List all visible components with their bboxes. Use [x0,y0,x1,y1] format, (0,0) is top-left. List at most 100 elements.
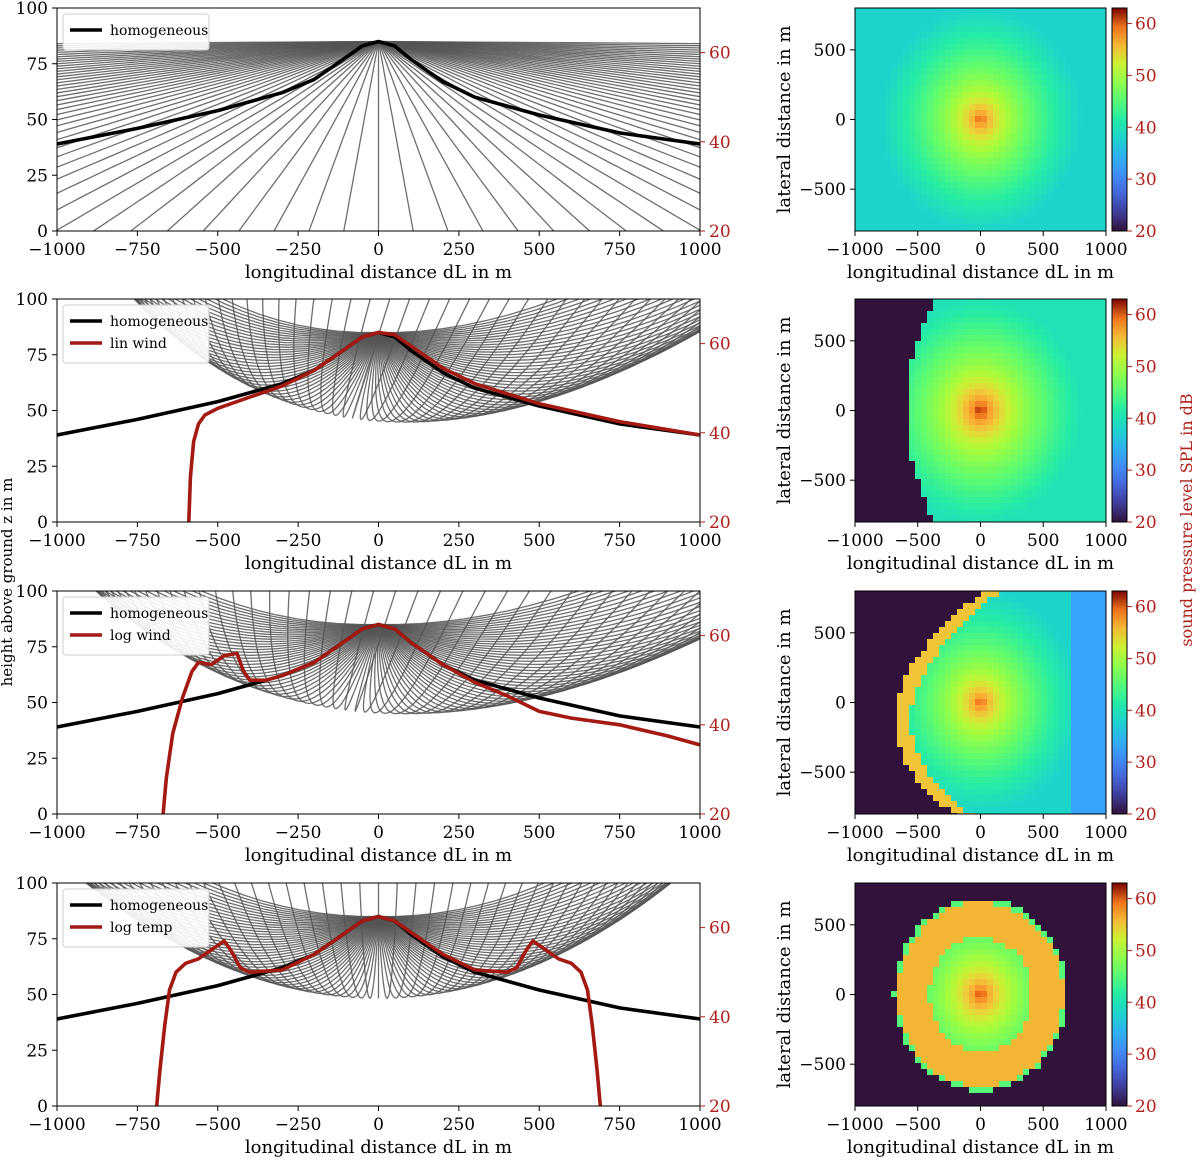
heatmap-cell [1071,212,1078,219]
heatmap-cell [993,86,1000,93]
ray-path [137,299,379,353]
heatmap-cell [939,146,946,153]
heatmap-cell [891,485,898,492]
heatmap-cell [891,212,898,219]
heatmap-cell [1053,449,1060,456]
legend-box [62,13,210,51]
heatmap-cell [933,50,940,57]
heatmap-cell [1059,164,1066,171]
heatmap-cell [891,479,898,486]
heatmap-cell [981,807,988,814]
heatmap-cell [885,407,892,414]
heatmap-cell [1017,32,1024,39]
heatmap-cell [903,741,910,748]
ray-path [57,40,379,78]
heatmap-cell [1077,377,1084,384]
heatmap-cell [867,777,874,784]
heatmap-cell [1089,38,1096,45]
heatmap-cell [1053,413,1060,420]
heatmap-cell [1089,467,1096,474]
heatmap-cell [1059,116,1066,123]
heatmap-cell [1041,621,1048,628]
heatmap-cell [1053,170,1060,177]
heatmap-cell [969,341,976,348]
heatmap-cell [933,473,940,480]
heatmap-cell [1011,335,1018,342]
heatmap-cell [975,104,982,111]
heatmap-cell [897,389,904,396]
heatmap-cell [1059,62,1066,69]
heatmap-cell [963,771,970,778]
heatmap-cell [963,747,970,754]
heatmap-cell [855,218,862,225]
heatmap-cell [975,176,982,183]
heatmap-cell [1101,455,1107,462]
heatmap-cell [987,26,994,33]
heatmap-cell [1023,639,1030,646]
heatmap-cell [915,591,922,598]
heatmap-cell [933,699,940,706]
heatmap-cell [933,110,940,117]
heatmap-cell [1053,461,1060,468]
heatmap-cell [885,753,892,760]
heatmap-cell [921,783,928,790]
heatmap-cell [909,116,916,123]
heatmap-cell [1005,729,1012,736]
heatmap-cell [873,32,880,39]
heatmap-cell [927,675,934,682]
y-tick-label: 50 [26,111,48,131]
heatmap-cell [1089,329,1096,336]
heatmap-cell [1071,341,1078,348]
ray-path [57,40,379,72]
heatmap-cell [939,323,946,330]
heatmap-cell [951,8,958,15]
heatmap-cell [993,431,1000,438]
series-log-temp [154,914,603,1107]
heatmap-cell [957,146,964,153]
heatmap-cell [921,795,928,802]
heatmap-cell [1071,218,1078,225]
heatmap-cell [879,200,886,207]
heatmap-cell [1041,437,1048,444]
heatmap-cell [993,753,1000,760]
heatmap-cell [915,795,922,802]
heatmap-cell [879,116,886,123]
heatmap-cell [1017,128,1024,135]
heatmap-cell [921,431,928,438]
heatmap-cell [945,723,952,730]
heatmap-cell [1101,200,1107,207]
heatmap-cells [855,591,1107,815]
heatmap-cell [1017,603,1024,610]
heatmap-cell [897,609,904,616]
heatmap-cell [915,497,922,504]
heatmap-cell [951,176,958,183]
heatmap-cell [1023,723,1030,730]
heatmap-cell [879,437,886,444]
heatmap-cell [1017,699,1024,706]
heatmap-cell [1041,485,1048,492]
ray-path [378,623,700,672]
heatmap-cell [1059,497,1066,504]
heatmap-cell [891,146,898,153]
heatmap-cell [915,693,922,700]
heatmap-cell [1095,353,1102,360]
ray-path [378,623,700,663]
heatmap-cell [885,717,892,724]
heatmap-cell [1065,341,1072,348]
heatmap-cell [1017,389,1024,396]
heatmap-cell [921,759,928,766]
ray-path [149,299,379,377]
heatmap-cell [855,122,862,129]
heatmap-cell [1029,152,1036,159]
heatmap-cell [981,188,988,195]
heatmap-cell [855,383,862,390]
heatmap-cell [1029,311,1036,318]
heatmap-cell [855,299,862,306]
heatmap-cell [1047,56,1054,63]
ray-path [378,299,664,344]
heatmap-cell [1059,188,1066,195]
heatmap-cell [1083,359,1090,366]
ray-path [378,40,700,127]
heatmap-cell [969,515,976,522]
ray-path [378,308,700,359]
